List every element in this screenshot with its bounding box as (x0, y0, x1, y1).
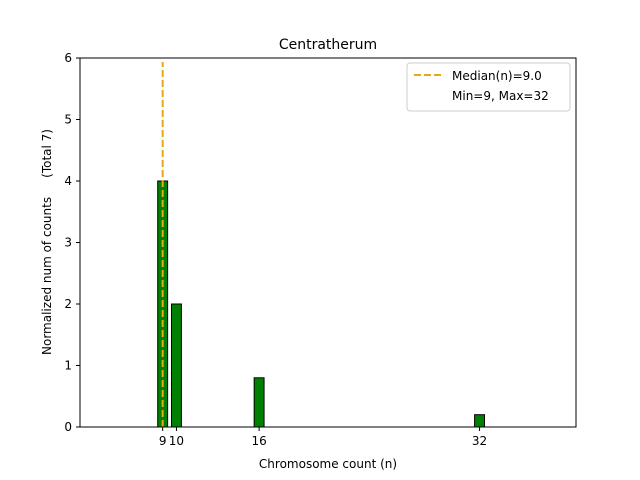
y-axis: 0 1 2 3 4 5 6 (64, 51, 80, 434)
y-tick-label: 4 (64, 174, 72, 188)
legend-box (406, 62, 571, 112)
y-tick-label: 0 (64, 420, 72, 434)
y-axis-label: Normalized num of counts (Total 7) (40, 129, 54, 355)
legend: Median(n)=9.0 Min=9, Max=32 (406, 62, 571, 112)
x-axis-label: Chromosome count (n) (259, 457, 397, 471)
x-tick-label: 10 (169, 434, 184, 448)
bar-n16 (253, 377, 265, 428)
y-tick-label: 2 (64, 297, 72, 311)
plot-frame (79, 57, 577, 428)
y-tick-label: 5 (64, 113, 72, 127)
y-tick-label: 1 (64, 359, 72, 373)
x-tick-label: 9 (159, 434, 167, 448)
bar-n32 (474, 414, 486, 428)
chart-title: Centratherum (279, 37, 377, 53)
y-tick-label: 6 (64, 51, 72, 65)
bars-layer (157, 180, 486, 428)
legend-entry-range: Min=9, Max=32 (452, 89, 549, 103)
x-tick-label: 16 (251, 434, 266, 448)
y-tick-label: 3 (64, 236, 72, 250)
x-tick-label: 32 (472, 434, 487, 448)
bar-n10 (170, 303, 182, 428)
x-axis: 9 10 16 32 (159, 427, 487, 448)
legend-entry-median: Median(n)=9.0 (452, 69, 542, 83)
